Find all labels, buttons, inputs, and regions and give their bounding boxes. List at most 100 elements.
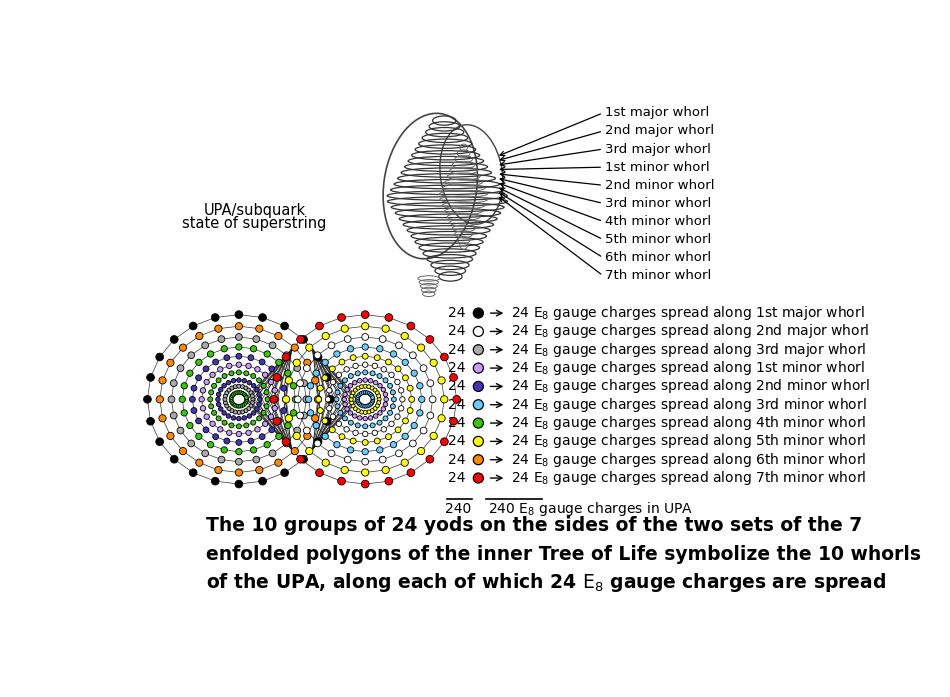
Circle shape — [262, 372, 268, 378]
Circle shape — [381, 388, 386, 392]
Circle shape — [217, 392, 221, 397]
Circle shape — [338, 411, 343, 415]
Circle shape — [361, 311, 369, 319]
Circle shape — [242, 378, 247, 383]
Circle shape — [420, 427, 427, 434]
Circle shape — [256, 378, 261, 383]
Circle shape — [276, 375, 282, 381]
Circle shape — [322, 459, 330, 466]
Circle shape — [168, 396, 175, 403]
Circle shape — [264, 351, 271, 357]
Circle shape — [417, 447, 425, 454]
Circle shape — [216, 397, 220, 401]
Circle shape — [349, 374, 353, 378]
Text: 1st major whorl: 1st major whorl — [605, 107, 710, 119]
Circle shape — [247, 406, 251, 411]
Circle shape — [282, 438, 290, 445]
Circle shape — [221, 346, 227, 352]
Circle shape — [426, 335, 434, 344]
Circle shape — [303, 396, 310, 403]
Circle shape — [233, 404, 237, 407]
Circle shape — [207, 351, 214, 357]
Circle shape — [248, 438, 254, 444]
Circle shape — [429, 396, 436, 403]
Circle shape — [223, 397, 227, 401]
Circle shape — [383, 392, 388, 397]
Circle shape — [363, 384, 368, 388]
Circle shape — [272, 388, 277, 393]
Circle shape — [373, 388, 377, 392]
Circle shape — [381, 367, 387, 372]
Circle shape — [281, 385, 287, 391]
Circle shape — [408, 397, 414, 402]
Circle shape — [403, 375, 408, 381]
Circle shape — [363, 431, 368, 437]
Circle shape — [417, 383, 423, 389]
Circle shape — [253, 336, 259, 342]
Circle shape — [473, 436, 484, 446]
Circle shape — [315, 469, 323, 477]
Circle shape — [390, 351, 397, 357]
Circle shape — [159, 377, 166, 384]
Circle shape — [453, 395, 461, 403]
Circle shape — [294, 432, 300, 440]
Circle shape — [342, 416, 348, 421]
Circle shape — [363, 370, 368, 375]
Circle shape — [244, 423, 249, 428]
Circle shape — [441, 396, 447, 403]
Circle shape — [379, 336, 386, 342]
Circle shape — [323, 418, 332, 425]
Text: 24 $\mathrm{E_8}$ gauge charges spread along 6th minor whorl: 24 $\mathrm{E_8}$ gauge charges spread a… — [511, 451, 866, 468]
Circle shape — [269, 414, 274, 420]
Circle shape — [373, 406, 377, 411]
Circle shape — [363, 424, 368, 429]
Text: 24: 24 — [447, 398, 466, 412]
Circle shape — [338, 383, 343, 388]
Circle shape — [362, 440, 369, 445]
Circle shape — [367, 385, 370, 389]
Text: 2nd major whorl: 2nd major whorl — [605, 125, 714, 137]
Circle shape — [244, 386, 248, 390]
Circle shape — [235, 311, 243, 319]
Circle shape — [378, 383, 382, 388]
Circle shape — [327, 406, 332, 411]
Circle shape — [398, 388, 404, 393]
Circle shape — [230, 401, 234, 405]
Circle shape — [229, 423, 234, 428]
Circle shape — [314, 353, 322, 361]
Circle shape — [365, 404, 370, 408]
Circle shape — [223, 394, 227, 398]
Circle shape — [395, 342, 402, 348]
Circle shape — [237, 362, 241, 367]
Circle shape — [341, 325, 349, 332]
Circle shape — [291, 344, 298, 351]
Circle shape — [210, 421, 216, 427]
Circle shape — [304, 432, 311, 440]
Circle shape — [170, 455, 178, 463]
Circle shape — [386, 434, 391, 440]
Circle shape — [251, 420, 256, 425]
Circle shape — [359, 404, 363, 407]
Circle shape — [403, 418, 408, 424]
Circle shape — [256, 392, 261, 397]
Circle shape — [196, 434, 202, 440]
Circle shape — [370, 396, 374, 399]
Circle shape — [212, 411, 217, 415]
Circle shape — [225, 391, 229, 395]
Text: state of superstring: state of superstring — [182, 216, 327, 231]
Circle shape — [356, 394, 360, 398]
Circle shape — [357, 415, 362, 420]
Circle shape — [407, 322, 415, 330]
Circle shape — [252, 383, 256, 388]
Circle shape — [328, 450, 335, 457]
Circle shape — [322, 332, 330, 339]
Circle shape — [273, 374, 281, 381]
Circle shape — [344, 367, 350, 372]
Text: of the UPA, along each of which 24 $\mathrm{E_8}$ gauge charges are spread: of the UPA, along each of which 24 $\mat… — [205, 571, 885, 594]
Circle shape — [273, 418, 281, 425]
Circle shape — [246, 363, 251, 369]
Circle shape — [269, 427, 275, 433]
Circle shape — [281, 408, 287, 413]
Circle shape — [281, 469, 289, 477]
Circle shape — [299, 455, 308, 463]
